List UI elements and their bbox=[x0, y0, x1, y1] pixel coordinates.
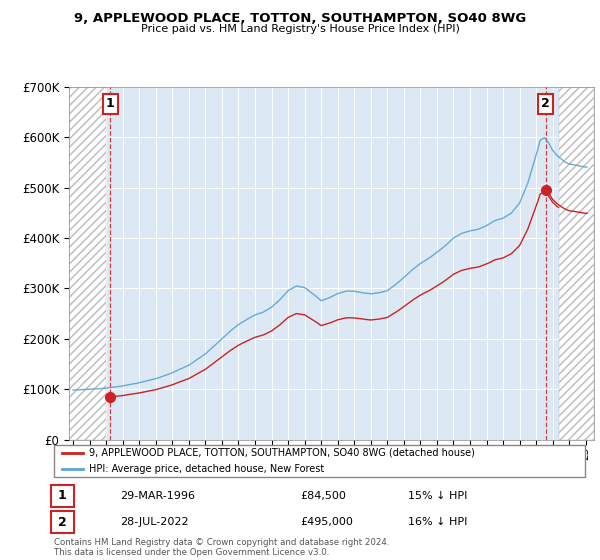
Text: Price paid vs. HM Land Registry's House Price Index (HPI): Price paid vs. HM Land Registry's House … bbox=[140, 24, 460, 34]
Text: 2: 2 bbox=[541, 97, 550, 110]
Text: 1: 1 bbox=[106, 97, 115, 110]
Text: £495,000: £495,000 bbox=[300, 517, 353, 527]
Bar bbox=[559, 87, 594, 440]
Text: 9, APPLEWOOD PLACE, TOTTON, SOUTHAMPTON, SO40 8WG (detached house): 9, APPLEWOOD PLACE, TOTTON, SOUTHAMPTON,… bbox=[89, 448, 475, 458]
Text: 2: 2 bbox=[58, 516, 67, 529]
Text: 9, APPLEWOOD PLACE, TOTTON, SOUTHAMPTON, SO40 8WG: 9, APPLEWOOD PLACE, TOTTON, SOUTHAMPTON,… bbox=[74, 12, 526, 25]
Text: Contains HM Land Registry data © Crown copyright and database right 2024.
This d: Contains HM Land Registry data © Crown c… bbox=[54, 538, 389, 557]
Text: 16% ↓ HPI: 16% ↓ HPI bbox=[408, 517, 467, 527]
Text: 15% ↓ HPI: 15% ↓ HPI bbox=[408, 491, 467, 501]
FancyBboxPatch shape bbox=[54, 445, 585, 477]
Text: 28-JUL-2022: 28-JUL-2022 bbox=[120, 517, 188, 527]
Text: 1: 1 bbox=[58, 489, 67, 502]
Text: HPI: Average price, detached house, New Forest: HPI: Average price, detached house, New … bbox=[89, 464, 324, 474]
Text: 29-MAR-1996: 29-MAR-1996 bbox=[120, 491, 195, 501]
Text: £84,500: £84,500 bbox=[300, 491, 346, 501]
Bar bbox=[69, 87, 106, 440]
